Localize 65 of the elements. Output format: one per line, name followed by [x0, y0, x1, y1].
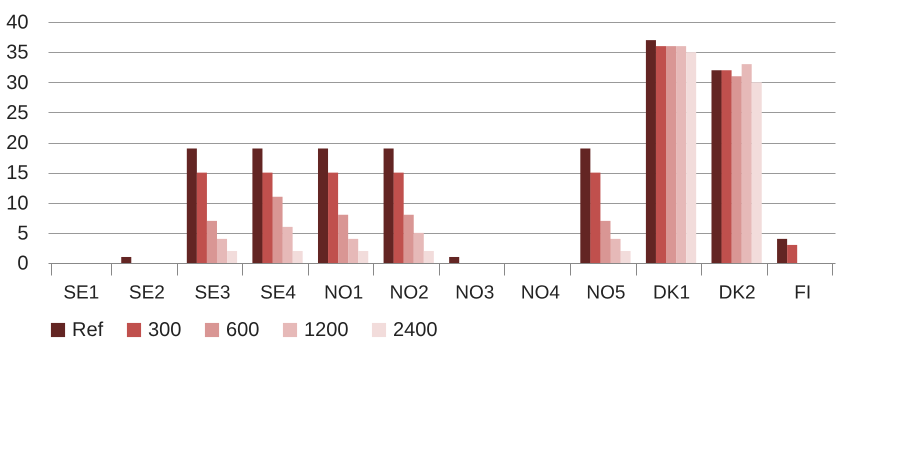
bar [590, 172, 600, 263]
legend-label: 300 [148, 319, 182, 341]
bar [580, 148, 590, 263]
bar [328, 172, 338, 263]
legend-label: Ref [72, 319, 104, 341]
x-tick-label: DK1 [653, 282, 690, 304]
bar [227, 250, 238, 263]
bar [646, 40, 656, 263]
bar [216, 238, 228, 263]
bar [414, 232, 424, 263]
bar [121, 256, 132, 263]
bar [394, 172, 404, 263]
bar [424, 250, 434, 263]
y-tick-label: 30 [6, 72, 28, 94]
bar [206, 220, 217, 263]
y-tick-label: 20 [6, 132, 28, 154]
bar [262, 172, 273, 263]
bar [600, 220, 610, 263]
legend-label: 2400 [393, 319, 438, 341]
bar [186, 148, 197, 263]
legend-label: 600 [226, 319, 260, 341]
bar [196, 172, 207, 263]
bar [686, 52, 696, 263]
bar [777, 238, 788, 263]
bar [787, 244, 798, 263]
x-tick-label: SE3 [194, 282, 230, 304]
x-tick-label: NO2 [390, 282, 429, 304]
bar [404, 214, 414, 263]
bar [620, 250, 631, 263]
y-tick-label: 15 [6, 162, 28, 184]
bar [384, 148, 394, 263]
bar [656, 46, 666, 263]
bar [742, 64, 752, 263]
x-tick-label: DK2 [718, 282, 756, 304]
bar [338, 214, 348, 263]
bar [752, 82, 762, 263]
bar [722, 70, 732, 263]
bar [732, 76, 742, 263]
x-tick-label: NO5 [586, 282, 626, 304]
bar [318, 148, 328, 263]
x-tick-label: NO3 [455, 282, 494, 304]
bar [666, 46, 676, 263]
bar [676, 46, 686, 263]
y-tick-label: 0 [17, 252, 28, 274]
bar [610, 238, 621, 263]
y-tick-label: 35 [6, 42, 28, 64]
x-tick-label: NO1 [324, 282, 364, 304]
y-tick-label: 25 [6, 102, 28, 124]
bar [252, 148, 262, 263]
bar [449, 256, 460, 263]
x-tick-label: SE4 [260, 282, 296, 304]
bar [292, 250, 303, 263]
bar [348, 238, 358, 263]
y-tick-label: 40 [6, 12, 28, 34]
x-tick-label: SE2 [128, 282, 165, 304]
y-tick-label: 10 [6, 192, 28, 214]
x-tick-label: SE1 [63, 282, 100, 304]
legend-label: 1200 [304, 319, 348, 341]
bar [272, 196, 283, 263]
x-tick-label: FI [794, 282, 812, 304]
bar [282, 226, 293, 263]
x-tick-label: NO4 [520, 282, 560, 304]
bar [711, 70, 722, 263]
y-tick-label: 5 [17, 222, 28, 244]
bar [358, 250, 368, 263]
